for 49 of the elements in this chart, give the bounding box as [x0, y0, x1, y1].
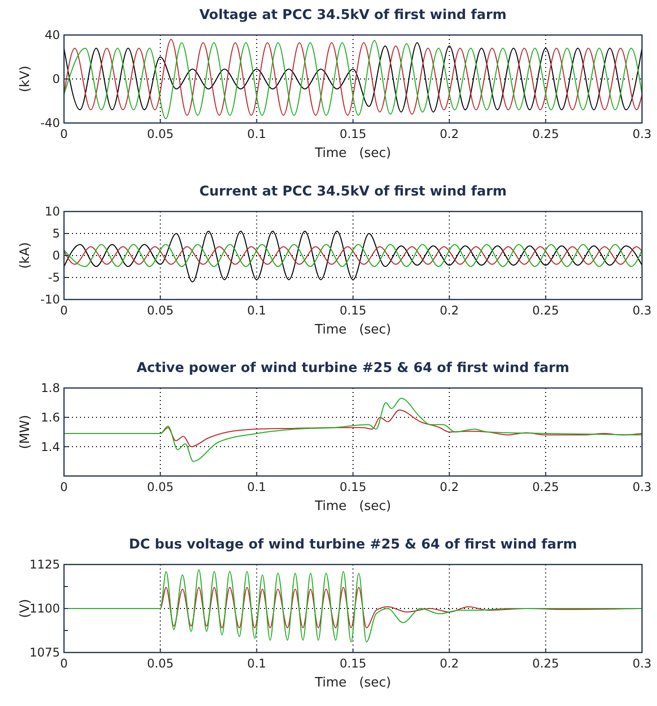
- x-tick-label: 0.25: [532, 304, 560, 318]
- y-tick-label: -40: [40, 116, 60, 130]
- x-axis-title: Time (sec): [314, 499, 392, 514]
- x-tick-label: 0.25: [532, 656, 560, 670]
- x-tick-label: 0.2: [440, 656, 459, 670]
- y-axis-title: (kV): [18, 66, 33, 92]
- x-tick-label: 0.05: [146, 127, 174, 141]
- chart-title: Current at PCC 34.5kV of first wind farm: [199, 184, 507, 200]
- y-tick-label: 1075: [29, 646, 60, 660]
- y-tick-label: -5: [48, 270, 60, 285]
- x-tick-label: 0.3: [632, 304, 652, 318]
- x-tick-label: 0.2: [440, 127, 459, 141]
- y-tick-label: 0: [52, 248, 60, 263]
- x-tick-label: 0.1: [247, 304, 266, 318]
- x-tick-label: 0.2: [440, 304, 459, 318]
- x-tick-label: 0.1: [247, 127, 266, 141]
- x-tick-label: 0.15: [340, 304, 366, 318]
- x-tick-label: 0.1: [247, 656, 266, 670]
- x-tick-label: 0.3: [632, 656, 652, 670]
- x-tick-label: 0.15: [340, 127, 366, 141]
- chart-title: Active power of wind turbine #25 & 64 of first wind farm: [136, 360, 570, 376]
- y-axis-title: (MW): [18, 414, 33, 450]
- x-tick-label: 0.05: [146, 480, 174, 494]
- x-tick-label: 0.25: [532, 480, 560, 494]
- x-tick-label: 0.15: [340, 656, 366, 670]
- x-axis-title: Time (sec): [314, 146, 392, 161]
- x-tick-label: 0.05: [146, 656, 174, 670]
- y-axis-title: (kA): [18, 242, 33, 269]
- y-tick-label: 1125: [29, 558, 60, 572]
- x-tick-label: 0.15: [340, 480, 366, 494]
- y-tick-label: 0: [52, 72, 60, 86]
- x-tick-label: 0.1: [247, 480, 266, 494]
- x-tick-label: 0.25: [532, 127, 560, 141]
- line-series: [64, 398, 642, 462]
- x-axis-title: Time (sec): [314, 676, 392, 690]
- y-tick-label: -10: [40, 292, 60, 307]
- y-tick-label: 10: [44, 204, 60, 219]
- x-axis-title: Time (sec): [314, 322, 392, 338]
- y-tick-label: 1.6: [40, 410, 60, 425]
- x-tick-label: 0.3: [632, 127, 652, 141]
- y-tick-label: 40: [44, 28, 60, 42]
- x-tick-label: 0.05: [146, 304, 174, 318]
- y-tick-label: 5: [52, 226, 60, 241]
- x-tick-label: 0.3: [632, 480, 652, 494]
- y-tick-label: 1.8: [40, 381, 60, 396]
- x-tick-label: 0.2: [440, 480, 459, 494]
- chart-title: DC bus voltage of wind turbine #25 & 64 of first wind farm: [128, 536, 578, 552]
- chart-title: Voltage at PCC 34.5kV of first wind farm: [199, 7, 507, 23]
- y-tick-label: 1.4: [40, 440, 60, 454]
